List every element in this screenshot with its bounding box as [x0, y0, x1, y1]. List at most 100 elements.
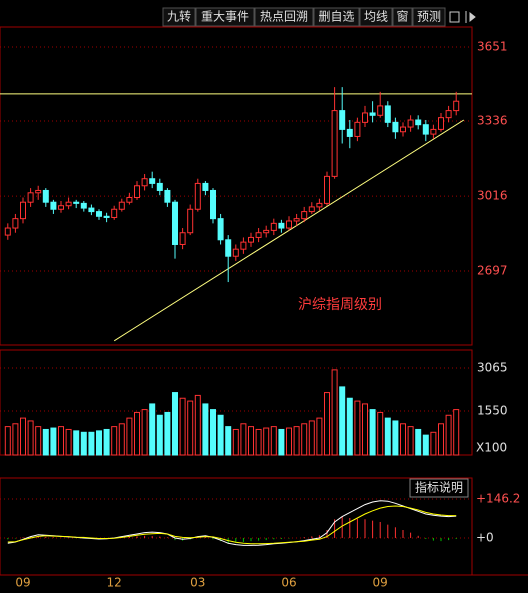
volume-bar	[392, 420, 399, 456]
volume-bar	[445, 414, 452, 456]
volume-bar	[126, 417, 133, 456]
candle-body	[316, 202, 323, 208]
toolbar-label[interactable]: 均线	[364, 10, 388, 24]
volume-bar	[255, 428, 262, 456]
y-tick-label: 3065	[477, 361, 508, 375]
toolbar-button[interactable]	[359, 7, 393, 27]
candle-body	[415, 119, 422, 126]
candle-body	[4, 227, 11, 236]
annotation: 沪综指周级别	[298, 297, 382, 313]
x-tick-label: 12	[107, 576, 122, 590]
candle-body	[126, 197, 133, 203]
volume-bar	[210, 409, 216, 456]
volume-unit: X100	[476, 441, 507, 455]
candle-body	[134, 185, 140, 199]
candle-body	[362, 112, 368, 123]
candle-body	[324, 175, 330, 204]
candle-body	[88, 207, 95, 213]
y-tick-label: 3336	[477, 113, 508, 127]
candle-body	[293, 218, 300, 222]
y-tick-label: 2697	[477, 264, 508, 278]
candle-body	[225, 239, 232, 257]
y-tick-label: +0	[476, 530, 494, 544]
volume-bar	[278, 428, 285, 456]
volume-bar	[316, 417, 323, 456]
candle-body	[65, 201, 72, 207]
candle-body	[179, 232, 186, 245]
candle-body	[172, 201, 178, 245]
candle-body	[35, 189, 42, 194]
candle-body	[12, 218, 19, 229]
volume-bar	[111, 426, 118, 456]
candle-body	[339, 110, 346, 130]
exit-icon[interactable]	[465, 11, 476, 23]
candle-body	[392, 121, 399, 133]
candle-body	[438, 117, 444, 130]
volume-bar	[217, 414, 224, 456]
candle-body	[96, 211, 102, 217]
candle-body	[286, 220, 292, 229]
volume-bar	[232, 428, 239, 456]
candle-body	[400, 126, 406, 133]
volume-bar	[362, 403, 368, 456]
volume-bar	[4, 426, 11, 456]
candle-body	[270, 222, 277, 231]
candle-body	[164, 189, 171, 203]
candle-body	[308, 206, 315, 213]
volume-bar	[35, 426, 42, 456]
volume-bar	[96, 430, 102, 456]
toolbar-button[interactable]	[313, 7, 360, 27]
candle-body	[445, 110, 452, 119]
volume-bar	[149, 403, 156, 456]
lock-icon[interactable]	[449, 11, 460, 23]
candle-body	[42, 189, 49, 203]
volume-bar	[20, 417, 26, 456]
candle-body	[20, 201, 26, 220]
volume-bar	[415, 428, 422, 456]
candle-body	[103, 215, 110, 218]
volume-bar	[308, 420, 315, 456]
x-tick-label: 03	[190, 576, 205, 590]
y-tick-label: 1550	[477, 404, 508, 418]
candle-body	[377, 105, 384, 116]
indicator-button[interactable]	[409, 478, 469, 498]
candle-body	[111, 208, 118, 218]
toolbar-label[interactable]: 删自选	[318, 10, 354, 24]
volume-bar	[156, 414, 163, 456]
volume-bar	[240, 423, 247, 456]
candle-body	[194, 182, 201, 210]
toolbar-label[interactable]: 预测	[417, 10, 441, 24]
candle-body	[384, 105, 391, 123]
toolbar-button[interactable]	[412, 7, 446, 27]
macd-line	[7, 500, 457, 546]
candle-body	[278, 222, 285, 229]
y-tick-label: +146.2	[476, 491, 520, 505]
candle-body	[354, 121, 361, 137]
toolbar-button[interactable]	[254, 7, 314, 27]
candle-body	[255, 232, 262, 238]
indicator-button-label[interactable]: 指标说明	[415, 480, 463, 495]
candle-body	[263, 229, 270, 234]
toolbar-label[interactable]: 重大事件	[201, 10, 249, 24]
toolbar-label[interactable]: 热点回溯	[260, 9, 308, 24]
volume-bar	[179, 397, 186, 456]
candle-body	[407, 119, 414, 128]
volume-bar	[324, 392, 330, 456]
toolbar-label[interactable]: 九转	[167, 9, 191, 24]
candle-body	[58, 205, 64, 210]
volume-bar	[339, 386, 346, 456]
volume-bar	[422, 434, 429, 456]
candle-body	[240, 241, 247, 250]
candle-body	[149, 178, 156, 184]
toolbar-button[interactable]	[162, 7, 196, 27]
volume-bar	[141, 409, 148, 456]
toolbar-label[interactable]: 窗	[396, 10, 408, 24]
volume-bar	[369, 409, 376, 456]
toolbar-button[interactable]	[392, 7, 413, 27]
volume-bar	[400, 423, 406, 456]
candle-body	[369, 112, 376, 116]
volume-bar	[187, 400, 194, 456]
toolbar-button[interactable]	[195, 7, 255, 27]
